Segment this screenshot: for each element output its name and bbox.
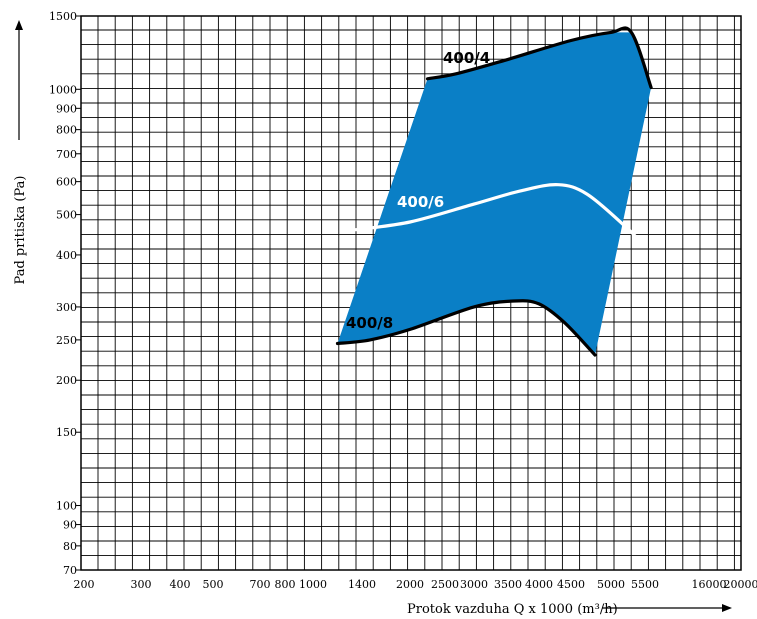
- x-tick-label: 4000: [525, 578, 553, 591]
- x-tick-label: 200: [74, 578, 95, 591]
- y-tick-label: 700: [56, 148, 77, 161]
- x-tick-label: 500: [203, 578, 224, 591]
- plot-frame: [80, 15, 742, 571]
- x-tick-label: 5500: [631, 578, 659, 591]
- x-tick-label: 20000: [724, 578, 757, 591]
- x-tick-label: 4500: [557, 578, 585, 591]
- y-axis-arrowhead: [15, 20, 23, 30]
- y-tick-label: 150: [56, 426, 77, 439]
- curve-400-4: [425, 26, 653, 90]
- curve-label-400-4: 400/4: [443, 49, 490, 67]
- x-tick-label: 1400: [348, 578, 376, 591]
- x-tick-label: 2000: [396, 578, 424, 591]
- x-tick-label: 2500: [431, 578, 459, 591]
- y-axis-title: Pad pritiska (Pa): [13, 176, 28, 285]
- x-tick-label: 16000: [692, 578, 727, 591]
- x-tick-label: 5000: [597, 578, 625, 591]
- curve-400-6: [354, 183, 647, 248]
- y-tick-label: 1000: [49, 83, 77, 96]
- x-tick-label: 1000: [299, 578, 327, 591]
- y-tick-label: 80: [63, 540, 77, 553]
- y-tick-label: 900: [56, 102, 77, 115]
- y-tick-label: 200: [56, 374, 77, 387]
- operating-area: [337, 32, 652, 356]
- x-tick-label: 300: [131, 578, 152, 591]
- x-tick-label: 3500: [494, 578, 522, 591]
- y-tick-label: 300: [56, 301, 77, 314]
- curve-label-400-8: 400/8: [346, 314, 393, 332]
- x-axis-arrowhead: [722, 604, 732, 612]
- y-tick-label: 400: [56, 249, 77, 262]
- y-tick-label: 500: [56, 209, 77, 222]
- curve-400-8: [335, 299, 597, 357]
- curve-label-400-6: 400/6: [397, 193, 444, 211]
- y-tick-label: 100: [56, 500, 77, 513]
- x-tick-label: 800: [275, 578, 296, 591]
- y-tick-label: 600: [56, 176, 77, 189]
- y-tick-label: 250: [56, 334, 77, 347]
- x-tick-label: 400: [170, 578, 191, 591]
- y-tick-label: 1500: [49, 10, 77, 23]
- x-tick-label: 700: [250, 578, 271, 591]
- y-tick-label: 70: [63, 564, 77, 577]
- y-tick-label: 90: [63, 519, 77, 532]
- y-tick-label: 800: [56, 124, 77, 137]
- x-axis-title: Protok vazduha Q x 1000 (m³/h): [407, 602, 618, 617]
- x-tick-label: 3000: [460, 578, 488, 591]
